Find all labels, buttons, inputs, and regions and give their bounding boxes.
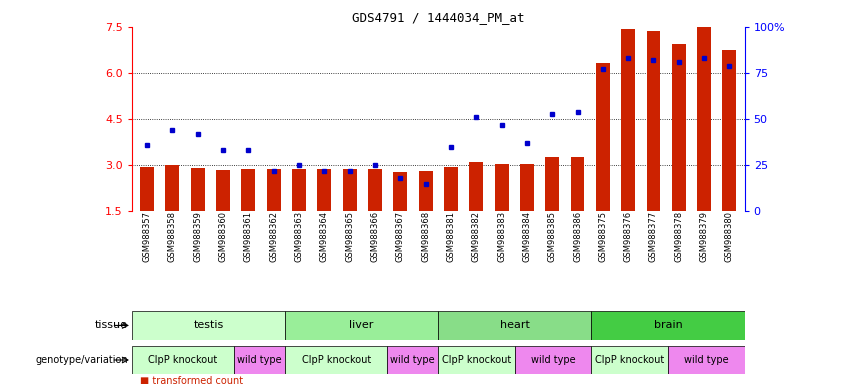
Bar <box>368 169 382 211</box>
Text: GSM988378: GSM988378 <box>674 211 683 262</box>
Text: GSM988379: GSM988379 <box>700 211 709 262</box>
Text: GSM988381: GSM988381 <box>447 211 455 262</box>
Bar <box>438 346 515 374</box>
Text: GSM988368: GSM988368 <box>421 211 430 262</box>
Bar <box>242 169 255 211</box>
Bar <box>419 170 432 211</box>
Bar <box>520 164 534 211</box>
Text: GSM988362: GSM988362 <box>269 211 278 262</box>
Text: GSM988363: GSM988363 <box>294 211 304 262</box>
Text: wild type: wild type <box>237 355 282 365</box>
Bar <box>647 31 660 211</box>
Bar <box>234 346 285 374</box>
Text: liver: liver <box>350 320 374 331</box>
Bar <box>722 50 736 211</box>
Text: brain: brain <box>654 320 683 331</box>
Bar <box>697 28 711 211</box>
Text: wild type: wild type <box>684 355 728 365</box>
Bar <box>285 311 438 340</box>
Text: heart: heart <box>500 320 530 331</box>
Text: ClpP knockout: ClpP knockout <box>595 355 665 365</box>
Text: GSM988375: GSM988375 <box>598 211 608 262</box>
Text: GSM988382: GSM988382 <box>471 211 481 262</box>
Text: GSM988359: GSM988359 <box>193 211 203 262</box>
Text: GSM988366: GSM988366 <box>370 211 380 262</box>
Bar <box>596 63 610 211</box>
Text: GSM988365: GSM988365 <box>346 211 354 262</box>
Text: GSM988364: GSM988364 <box>320 211 328 262</box>
Bar <box>165 165 180 211</box>
Text: GSM988360: GSM988360 <box>219 211 227 262</box>
Bar <box>570 157 585 211</box>
Bar <box>515 346 591 374</box>
Bar <box>191 168 205 211</box>
Text: GSM988361: GSM988361 <box>244 211 253 262</box>
Text: ClpP knockout: ClpP knockout <box>301 355 371 365</box>
Text: ■ transformed count: ■ transformed count <box>140 376 243 384</box>
Text: tissue: tissue <box>94 320 128 331</box>
Bar <box>285 346 387 374</box>
Bar <box>317 169 331 211</box>
Bar <box>343 169 357 211</box>
Text: GSM988380: GSM988380 <box>725 211 734 262</box>
Bar <box>266 169 281 211</box>
Bar <box>216 170 230 211</box>
Bar <box>671 45 686 211</box>
Text: GSM988357: GSM988357 <box>143 211 151 262</box>
Text: GSM988386: GSM988386 <box>573 211 582 262</box>
Text: GDS4791 / 1444034_PM_at: GDS4791 / 1444034_PM_at <box>352 12 524 25</box>
Bar <box>140 167 154 211</box>
Text: ClpP knockout: ClpP knockout <box>148 355 218 365</box>
Text: ClpP knockout: ClpP knockout <box>442 355 511 365</box>
Bar <box>393 172 408 211</box>
Text: genotype/variation: genotype/variation <box>35 355 128 365</box>
Bar <box>292 169 306 211</box>
Text: wild type: wild type <box>391 355 435 365</box>
Bar <box>621 29 635 211</box>
Bar <box>545 157 559 211</box>
Bar <box>132 346 234 374</box>
Text: GSM988358: GSM988358 <box>168 211 177 262</box>
Bar <box>469 162 483 211</box>
Text: GSM988376: GSM988376 <box>624 211 632 262</box>
Bar <box>668 346 745 374</box>
Text: GSM988385: GSM988385 <box>548 211 557 262</box>
Text: GSM988383: GSM988383 <box>497 211 506 262</box>
Text: testis: testis <box>193 320 224 331</box>
Bar <box>444 167 458 211</box>
Bar <box>591 346 668 374</box>
Text: GSM988367: GSM988367 <box>396 211 405 262</box>
Text: GSM988377: GSM988377 <box>649 211 658 262</box>
Text: wild type: wild type <box>531 355 575 365</box>
Text: GSM988384: GSM988384 <box>523 211 531 262</box>
Bar <box>132 311 285 340</box>
Bar <box>438 311 591 340</box>
Bar <box>591 311 745 340</box>
Bar <box>494 164 509 211</box>
Bar <box>387 346 438 374</box>
